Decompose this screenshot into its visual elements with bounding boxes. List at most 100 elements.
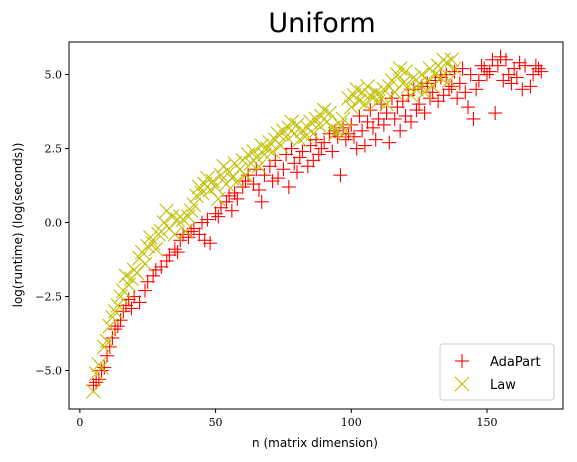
series-law [86, 52, 462, 399]
data-point [110, 319, 125, 334]
data-point [360, 114, 375, 129]
data-point [515, 82, 530, 97]
legend: AdaPart Law [439, 343, 555, 401]
data-point [366, 120, 380, 135]
data-point [189, 188, 204, 204]
data-point [86, 378, 101, 393]
data-point [431, 94, 446, 109]
data-point [290, 165, 304, 180]
x-axis-label: n (matrix dimension) [252, 436, 378, 450]
data-point [496, 73, 511, 88]
data-point [343, 99, 359, 115]
data-point [273, 138, 289, 153]
y-tick-label: −2.5 [35, 291, 62, 304]
data-point [224, 203, 239, 218]
legend-label-adapart: AdaPart [490, 355, 541, 370]
data-point [355, 123, 370, 138]
data-point [501, 67, 516, 82]
data-point [392, 61, 408, 77]
data-point [466, 111, 481, 126]
data-point [387, 111, 402, 126]
data-point [279, 147, 294, 162]
data-point [110, 298, 126, 313]
data-point [162, 248, 177, 263]
data-point [404, 114, 418, 129]
data-point [132, 295, 147, 310]
data-point [105, 309, 120, 325]
legend-box [439, 343, 555, 401]
data-point [463, 67, 478, 82]
data-point [254, 138, 270, 153]
data-point [507, 61, 522, 76]
data-point [246, 144, 261, 159]
data-point [113, 289, 128, 304]
data-point [488, 106, 503, 121]
data-point [452, 76, 467, 91]
data-point [338, 123, 354, 139]
data-point [352, 93, 367, 109]
data-point [398, 64, 413, 79]
data-point [100, 348, 114, 363]
data-point [357, 96, 373, 112]
data-point [292, 132, 308, 148]
data-point [181, 209, 196, 225]
data-point [528, 58, 543, 73]
data-point [398, 108, 413, 123]
data-point [270, 126, 286, 142]
data-point [97, 360, 112, 375]
data-point [208, 206, 223, 221]
data-point [86, 383, 101, 399]
plot-frame [68, 41, 564, 410]
data-points [86, 49, 549, 399]
x-tick-label: 50 [209, 416, 223, 429]
data-point [137, 256, 153, 272]
data-point [474, 58, 489, 73]
data-point [194, 185, 210, 201]
data-point [368, 84, 384, 100]
data-point [477, 61, 492, 76]
data-point [311, 117, 327, 133]
data-point [512, 55, 527, 70]
data-point [292, 150, 307, 165]
data-point [417, 106, 432, 121]
data-point [167, 242, 182, 257]
data-point [444, 79, 459, 94]
data-point [417, 84, 432, 100]
data-point [461, 100, 475, 115]
data-point [246, 177, 261, 192]
data-point [347, 129, 361, 144]
data-point [265, 174, 280, 189]
data-point [248, 150, 264, 165]
axes: 0 50 100 150 −5.0 −2.5 0.0 2.5 5.0 [35, 41, 564, 429]
data-point [208, 179, 223, 195]
data-point [411, 76, 427, 91]
data-point [438, 55, 454, 71]
data-point [379, 96, 394, 112]
data-point [523, 79, 538, 94]
data-point [504, 76, 519, 91]
data-point [428, 67, 443, 82]
data-point [229, 173, 245, 189]
data-point [262, 159, 277, 174]
data-point [300, 159, 315, 174]
data-point [271, 171, 285, 186]
data-point [102, 318, 118, 334]
data-point [433, 70, 449, 85]
plot-area [86, 49, 549, 399]
data-point [230, 191, 245, 206]
data-point [306, 153, 321, 168]
data-point [108, 322, 123, 337]
data-point [167, 226, 183, 242]
data-point [305, 126, 321, 142]
data-point [425, 85, 440, 100]
data-point [526, 67, 541, 82]
data-point [485, 52, 500, 67]
data-point [118, 268, 134, 284]
data-point [145, 235, 161, 251]
data-point [316, 102, 332, 118]
data-point [181, 230, 196, 245]
x-tick-label: 150 [477, 416, 498, 429]
data-point [276, 162, 291, 177]
data-point [94, 360, 109, 375]
data-point [368, 132, 383, 147]
